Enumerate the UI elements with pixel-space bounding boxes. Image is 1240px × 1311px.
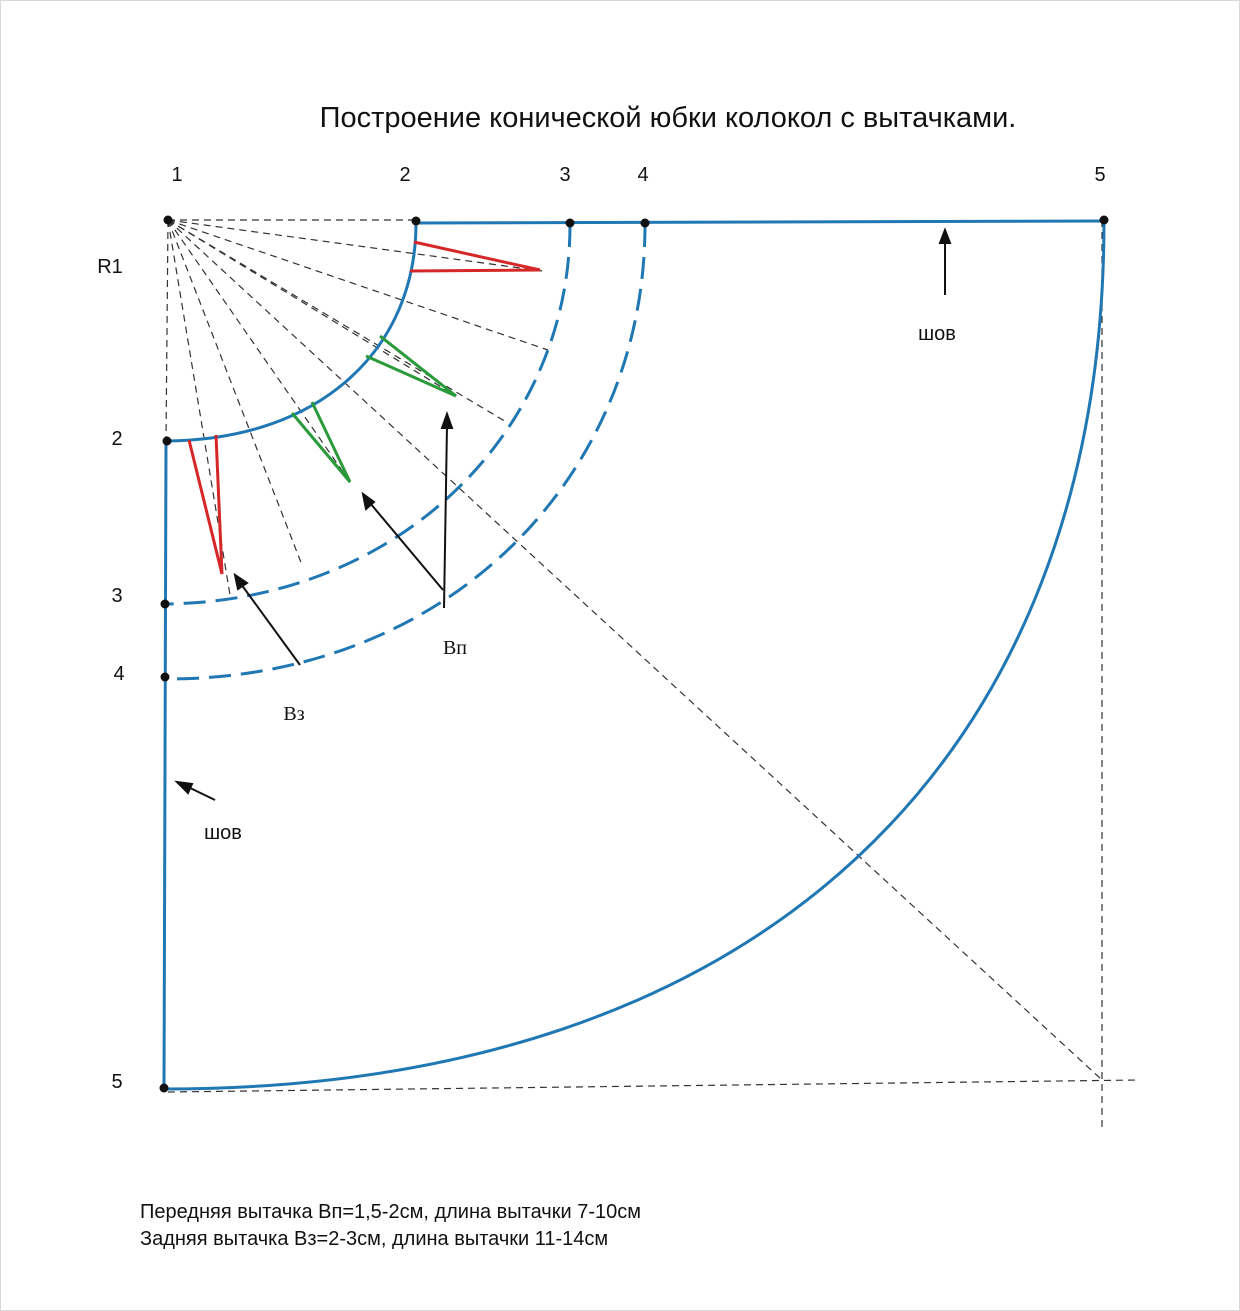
point-top-4: [640, 218, 650, 228]
front-dart-arrow-head-1: [361, 491, 376, 511]
top-label-5: 5: [1094, 164, 1105, 186]
seam-left-arrow-head: [174, 780, 194, 795]
seam-label-top: шов: [918, 323, 956, 345]
hem-arc: [163, 220, 1106, 1091]
back-dart-top: [409, 240, 541, 273]
front-dart-arrow-shaft-1: [369, 502, 444, 591]
point-left-2: [162, 436, 172, 446]
ray-2: [167, 219, 543, 272]
top-label-2: 2: [399, 164, 410, 186]
front-dart-upper: [365, 334, 457, 398]
back-dart-note: Задняя вытачка Вз=2-3см, длина вытачки 1…: [140, 1228, 609, 1250]
seam-top-arrow-head: [938, 227, 952, 244]
front-dart-arrow-shaft-2: [443, 424, 448, 609]
left-point-labels: 2 3 4 5: [111, 428, 124, 1093]
top-label-1: 1: [171, 164, 182, 186]
point-left-4: [160, 672, 170, 682]
construction-lines: [165, 219, 1141, 1128]
level-3-arc: [163, 224, 572, 606]
dart-notes: Передняя вытачка Вп=1,5-2см, длина вытач…: [140, 1199, 641, 1253]
left-label-2: 2: [111, 428, 122, 450]
radius-label: R1: [97, 256, 123, 278]
top-label-3: 3: [559, 164, 570, 186]
left-label-4: 4: [113, 663, 124, 685]
diagram-title: Построение конической юбки колокол с выт…: [320, 102, 1017, 134]
back-dart-arrow-head: [233, 572, 249, 591]
front-dart-note: Передняя вытачка Вп=1,5-2см, длина вытач…: [140, 1201, 641, 1223]
pattern-outline: [162, 219, 1106, 1091]
point-top-5: [1099, 215, 1109, 225]
back-dart-left: [187, 434, 224, 575]
ray-5: [167, 219, 509, 424]
top-point-labels: 1 2 3 4 5: [171, 164, 1105, 186]
seam-label-left: шов: [204, 822, 242, 844]
back-dart-arrow-shaft: [240, 583, 301, 666]
ray-3: [167, 219, 549, 351]
front-darts: [290, 334, 457, 483]
front-dart-arrow-head-2: [440, 411, 454, 429]
point-top-2: [411, 216, 421, 226]
top-label-4: 4: [637, 164, 648, 186]
back-darts: [187, 240, 541, 575]
left-label-3: 3: [111, 585, 122, 607]
point-left-5: [159, 1083, 169, 1093]
ray-8: [167, 219, 303, 566]
ray-vertical: [165, 219, 169, 441]
point-top-1: [163, 215, 173, 225]
level-4-arc: [163, 224, 647, 681]
left-edge: [162, 440, 168, 1090]
annotation-arrows: [174, 227, 952, 801]
waist-arc: [165, 222, 418, 443]
top-edge: [415, 219, 1105, 225]
point-left-3: [160, 599, 170, 609]
back-dart-label: Вз: [283, 703, 304, 725]
construction-points: [159, 215, 1109, 1093]
front-dart-lower: [290, 401, 352, 483]
ray-4: [167, 219, 457, 397]
left-label-5: 5: [111, 1071, 122, 1093]
point-top-3: [565, 218, 575, 228]
bottom-guide: [167, 1079, 1141, 1093]
diagonal-ray: [167, 219, 1103, 1081]
front-dart-label: Вп: [443, 637, 467, 659]
ray-7: [167, 219, 351, 483]
